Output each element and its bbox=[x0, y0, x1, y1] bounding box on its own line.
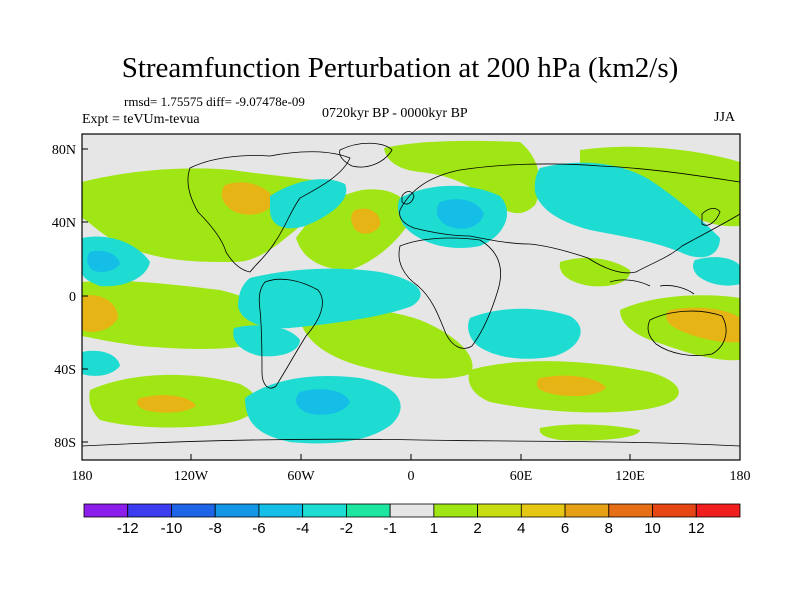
lat-label-0: 0 bbox=[69, 290, 76, 305]
colorbar-label: 1 bbox=[430, 520, 438, 537]
colorbar-swatch bbox=[520, 503, 566, 518]
coast-south-america bbox=[258, 278, 323, 389]
lon-label-0: 0 bbox=[408, 469, 415, 484]
colorbar-swatches bbox=[83, 503, 741, 518]
neg-core-s-ocean bbox=[295, 389, 350, 415]
pos-region-n-pacific bbox=[82, 168, 339, 262]
lon-label-120e: 120E bbox=[615, 469, 645, 484]
lat-label-40n: 40N bbox=[52, 216, 76, 231]
pos-region-indonesia bbox=[559, 257, 631, 287]
colorbar-swatch bbox=[652, 503, 697, 518]
lon-label-180w: 180 bbox=[72, 469, 93, 484]
neg-core-e-pacific bbox=[87, 250, 120, 272]
lon-label-60w: 60W bbox=[287, 469, 315, 484]
coast-australia bbox=[647, 310, 727, 356]
pos-core-s-pacific bbox=[137, 395, 196, 413]
colorbar-label: -10 bbox=[161, 520, 183, 537]
colorbar-label: 8 bbox=[605, 520, 613, 537]
coast-north-america bbox=[187, 151, 351, 273]
colorbar-swatch bbox=[258, 503, 304, 518]
lat-tick-labels: 80N 40N 0 40S 80S bbox=[52, 143, 76, 451]
pos-region-n-asia bbox=[580, 146, 740, 227]
colorbar-label: -4 bbox=[296, 520, 309, 537]
lon-tick-labels: 180 120W 60W 0 60E 120E 180 bbox=[72, 469, 751, 484]
neg-region-s-pacific-small bbox=[82, 350, 120, 376]
lon-label-180e: 180 bbox=[730, 469, 751, 484]
pos-region-s-atlantic bbox=[300, 309, 473, 379]
lon-label-120w: 120W bbox=[174, 469, 209, 484]
colorbar: -12 -10 -8 -6 -4 -2 -1 1 2 4 6 8 10 12 bbox=[83, 503, 741, 537]
colorbar-label: -8 bbox=[209, 520, 222, 537]
coast-japan bbox=[701, 208, 721, 226]
colorbar-swatch bbox=[608, 503, 653, 518]
colorbar-labels: -12 -10 -8 -6 -4 -2 -1 1 2 4 6 8 10 12 bbox=[117, 520, 705, 537]
coast-antarctica bbox=[82, 438, 740, 447]
pos-core-s-indian bbox=[536, 375, 606, 397]
pos-core-w-pacific bbox=[82, 295, 118, 332]
colorbar-swatch bbox=[302, 503, 347, 518]
colorbar-swatch bbox=[564, 503, 610, 518]
neg-region-s-america bbox=[233, 325, 300, 357]
lon-label-60e: 60E bbox=[510, 469, 533, 484]
neg-core-europe bbox=[436, 199, 484, 229]
colorbar-swatch bbox=[83, 503, 129, 518]
colorbar-swatch bbox=[389, 503, 435, 518]
lat-label-40s: 40S bbox=[54, 363, 76, 378]
strong-negative-cores bbox=[87, 199, 484, 415]
colorbar-swatch bbox=[127, 503, 172, 518]
pos-region-trop-pacific bbox=[82, 280, 278, 349]
neg-region-indian bbox=[468, 308, 581, 359]
colorbar-label: 10 bbox=[644, 520, 661, 537]
stats-subtitle: rmsd= 1.75575 diff= -9.07478e-09 bbox=[124, 94, 305, 109]
strong-positive-cores bbox=[82, 182, 740, 413]
lat-label-80n: 80N bbox=[52, 143, 76, 158]
coast-europe-asia bbox=[399, 163, 740, 274]
lat-label-80s: 80S bbox=[54, 436, 76, 451]
pos-core-n-atl bbox=[351, 208, 381, 234]
colorbar-label: 2 bbox=[473, 520, 481, 537]
coast-greenland bbox=[339, 142, 393, 168]
neg-region-trop-atlantic bbox=[238, 268, 421, 329]
colorbar-label: 12 bbox=[688, 520, 705, 537]
coast-uk bbox=[401, 191, 415, 205]
period-label: 0720kyr BP - 0000kyr BP bbox=[322, 106, 468, 121]
colorbar-label: -12 bbox=[117, 520, 139, 537]
colorbar-label: -6 bbox=[252, 520, 265, 537]
neg-region-n-pacific-small bbox=[693, 257, 740, 286]
colorbar-label: 6 bbox=[561, 520, 569, 537]
coast-indonesia bbox=[609, 279, 695, 295]
colorbar-swatch bbox=[433, 503, 479, 518]
colorbar-label: -1 bbox=[383, 520, 396, 537]
tick-marks bbox=[81, 148, 741, 460]
coast-africa bbox=[398, 237, 501, 349]
colorbar-swatch bbox=[345, 503, 391, 518]
colorbar-swatch bbox=[171, 503, 216, 518]
pos-core-alaska bbox=[221, 182, 275, 215]
colorbar-swatch bbox=[477, 503, 522, 518]
pos-region-antarctic bbox=[539, 424, 640, 441]
colorbar-label: -2 bbox=[340, 520, 353, 537]
season-label: JJA bbox=[714, 110, 736, 125]
experiment-label: Expt = teVUm-tevua bbox=[82, 112, 200, 127]
map-title: Streamfunction Perturbation at 200 hPa (… bbox=[121, 52, 679, 84]
colorbar-swatch bbox=[695, 503, 741, 518]
neg-region-asia bbox=[534, 162, 720, 258]
colorbar-label: 4 bbox=[517, 520, 525, 537]
continent-outlines bbox=[82, 142, 740, 447]
pos-region-arctic-europe bbox=[384, 140, 540, 214]
neg-region-canada bbox=[270, 179, 347, 229]
contour-field bbox=[82, 134, 740, 460]
colorbar-swatch bbox=[214, 503, 260, 518]
